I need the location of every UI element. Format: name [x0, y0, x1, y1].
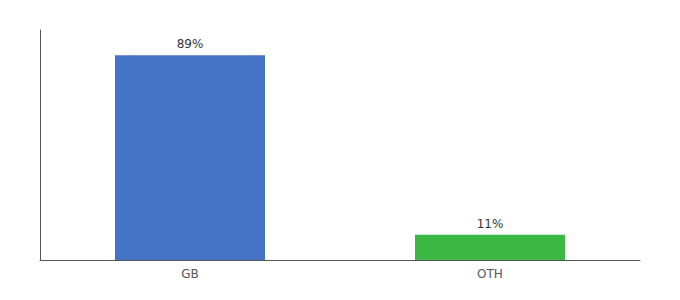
svg-text:GB: GB	[181, 267, 199, 281]
svg-text:11%: 11%	[477, 217, 504, 231]
svg-text:89%: 89%	[177, 37, 204, 51]
svg-text:OTH: OTH	[477, 267, 503, 281]
